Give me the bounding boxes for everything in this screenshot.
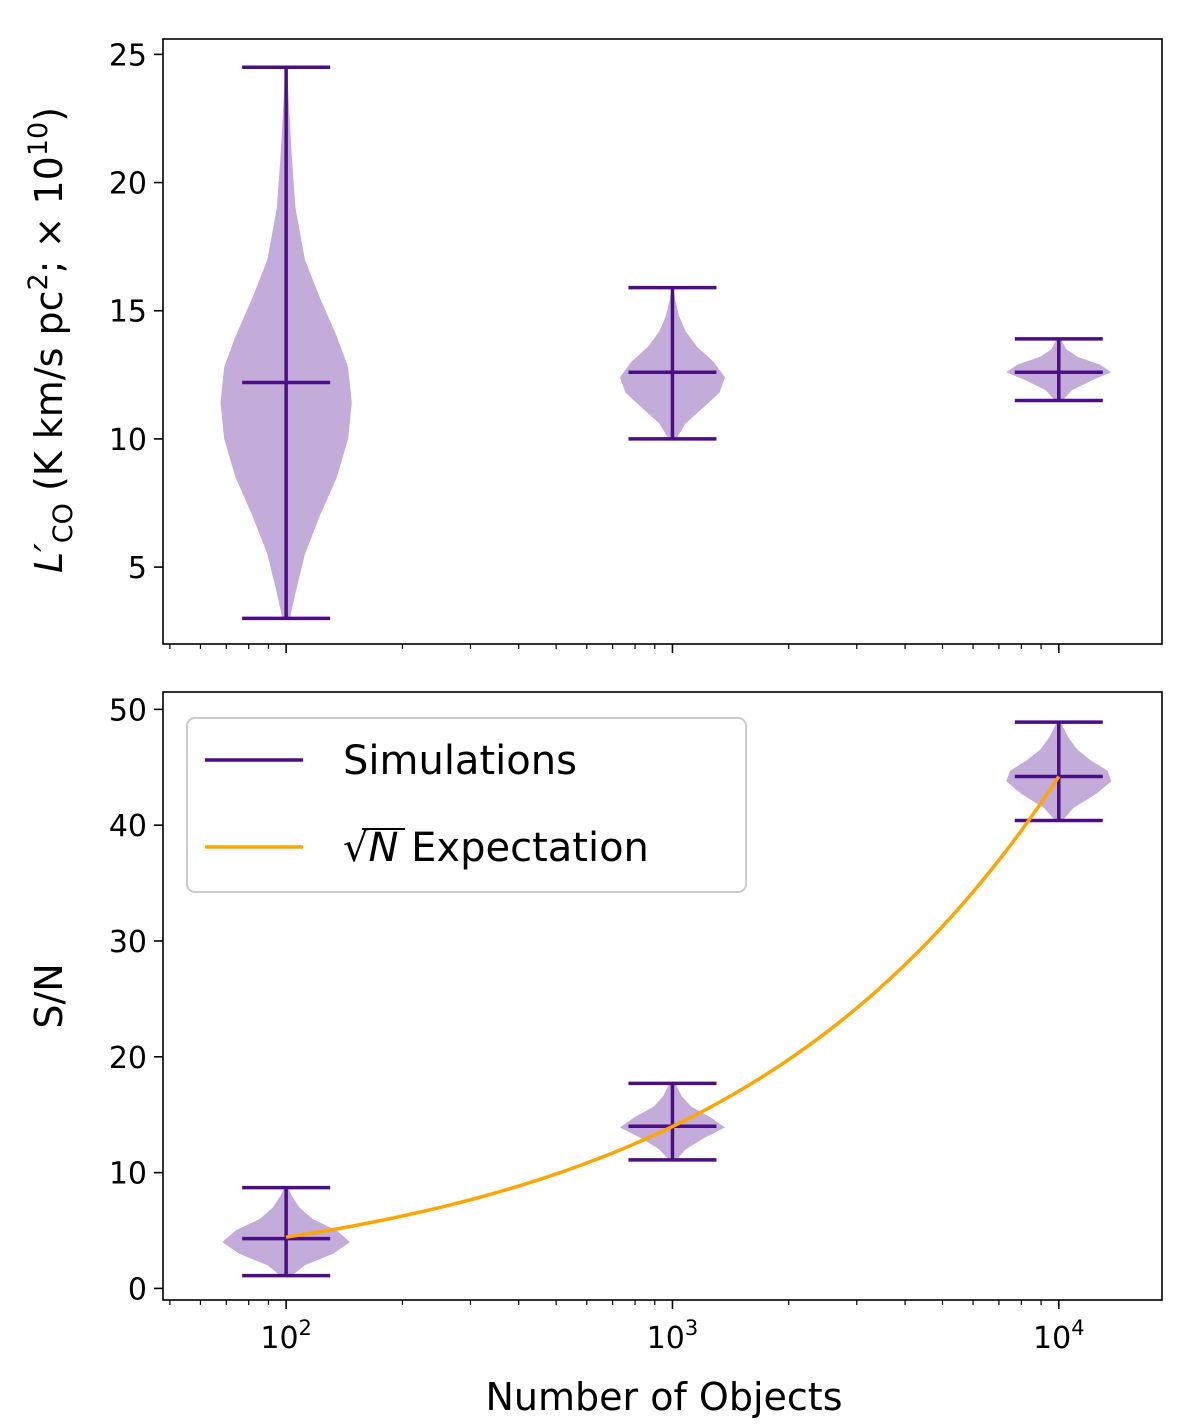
y-tick-label: 0 <box>128 1272 147 1307</box>
axes-frame-bottom <box>162 691 1163 1301</box>
y-tick-label: 20 <box>109 167 147 202</box>
y-ticks-top: 5 10 15 20 25 <box>109 38 163 586</box>
y-tick-label: 10 <box>109 423 147 458</box>
legend-box <box>186 717 747 893</box>
y-tick-label: 50 <box>109 693 147 728</box>
y-axis-label-bottom: S/N <box>27 963 71 1028</box>
legend-label-simulations: Simulations <box>343 738 577 784</box>
violins-top <box>220 65 1112 621</box>
x-axis-label: Number of Objects <box>486 1375 843 1419</box>
sqrt-n-expectation-curve <box>285 775 1061 1239</box>
panel-snr: 0 10 20 30 40 50 102 103 104 S/N Number of Obje… <box>27 691 1163 1419</box>
x-tick-label: 104 <box>1033 1316 1085 1356</box>
y-tick-label: 20 <box>109 1041 147 1076</box>
y-tick-label: 10 <box>109 1157 147 1192</box>
x-ticks-bottom: 102 103 104 <box>169 1300 1085 1356</box>
y-tick-label: 30 <box>109 925 147 960</box>
y-tick-label: 40 <box>109 809 147 844</box>
panel-luminosity: 5 10 15 20 25 L′CO (K km/s pc2; × 1010) <box>23 38 1163 653</box>
x-tick-label: 102 <box>260 1316 312 1356</box>
legend: Simulations √N Expectation <box>186 717 747 893</box>
y-tick-label: 25 <box>109 38 147 73</box>
y-ticks-bottom: 0 10 20 30 40 50 <box>109 693 163 1307</box>
x-tick-label: 103 <box>647 1316 699 1356</box>
y-tick-label: 15 <box>109 295 147 330</box>
y-axis-label-top: L′CO (K km/s pc2; × 1010) <box>23 107 79 573</box>
x-ticks-top <box>169 644 1060 653</box>
legend-label-expectation: √N Expectation <box>343 825 649 871</box>
violins-bottom <box>222 720 1112 1278</box>
y-tick-label: 5 <box>128 551 147 586</box>
axes-frame-top <box>162 38 1163 645</box>
